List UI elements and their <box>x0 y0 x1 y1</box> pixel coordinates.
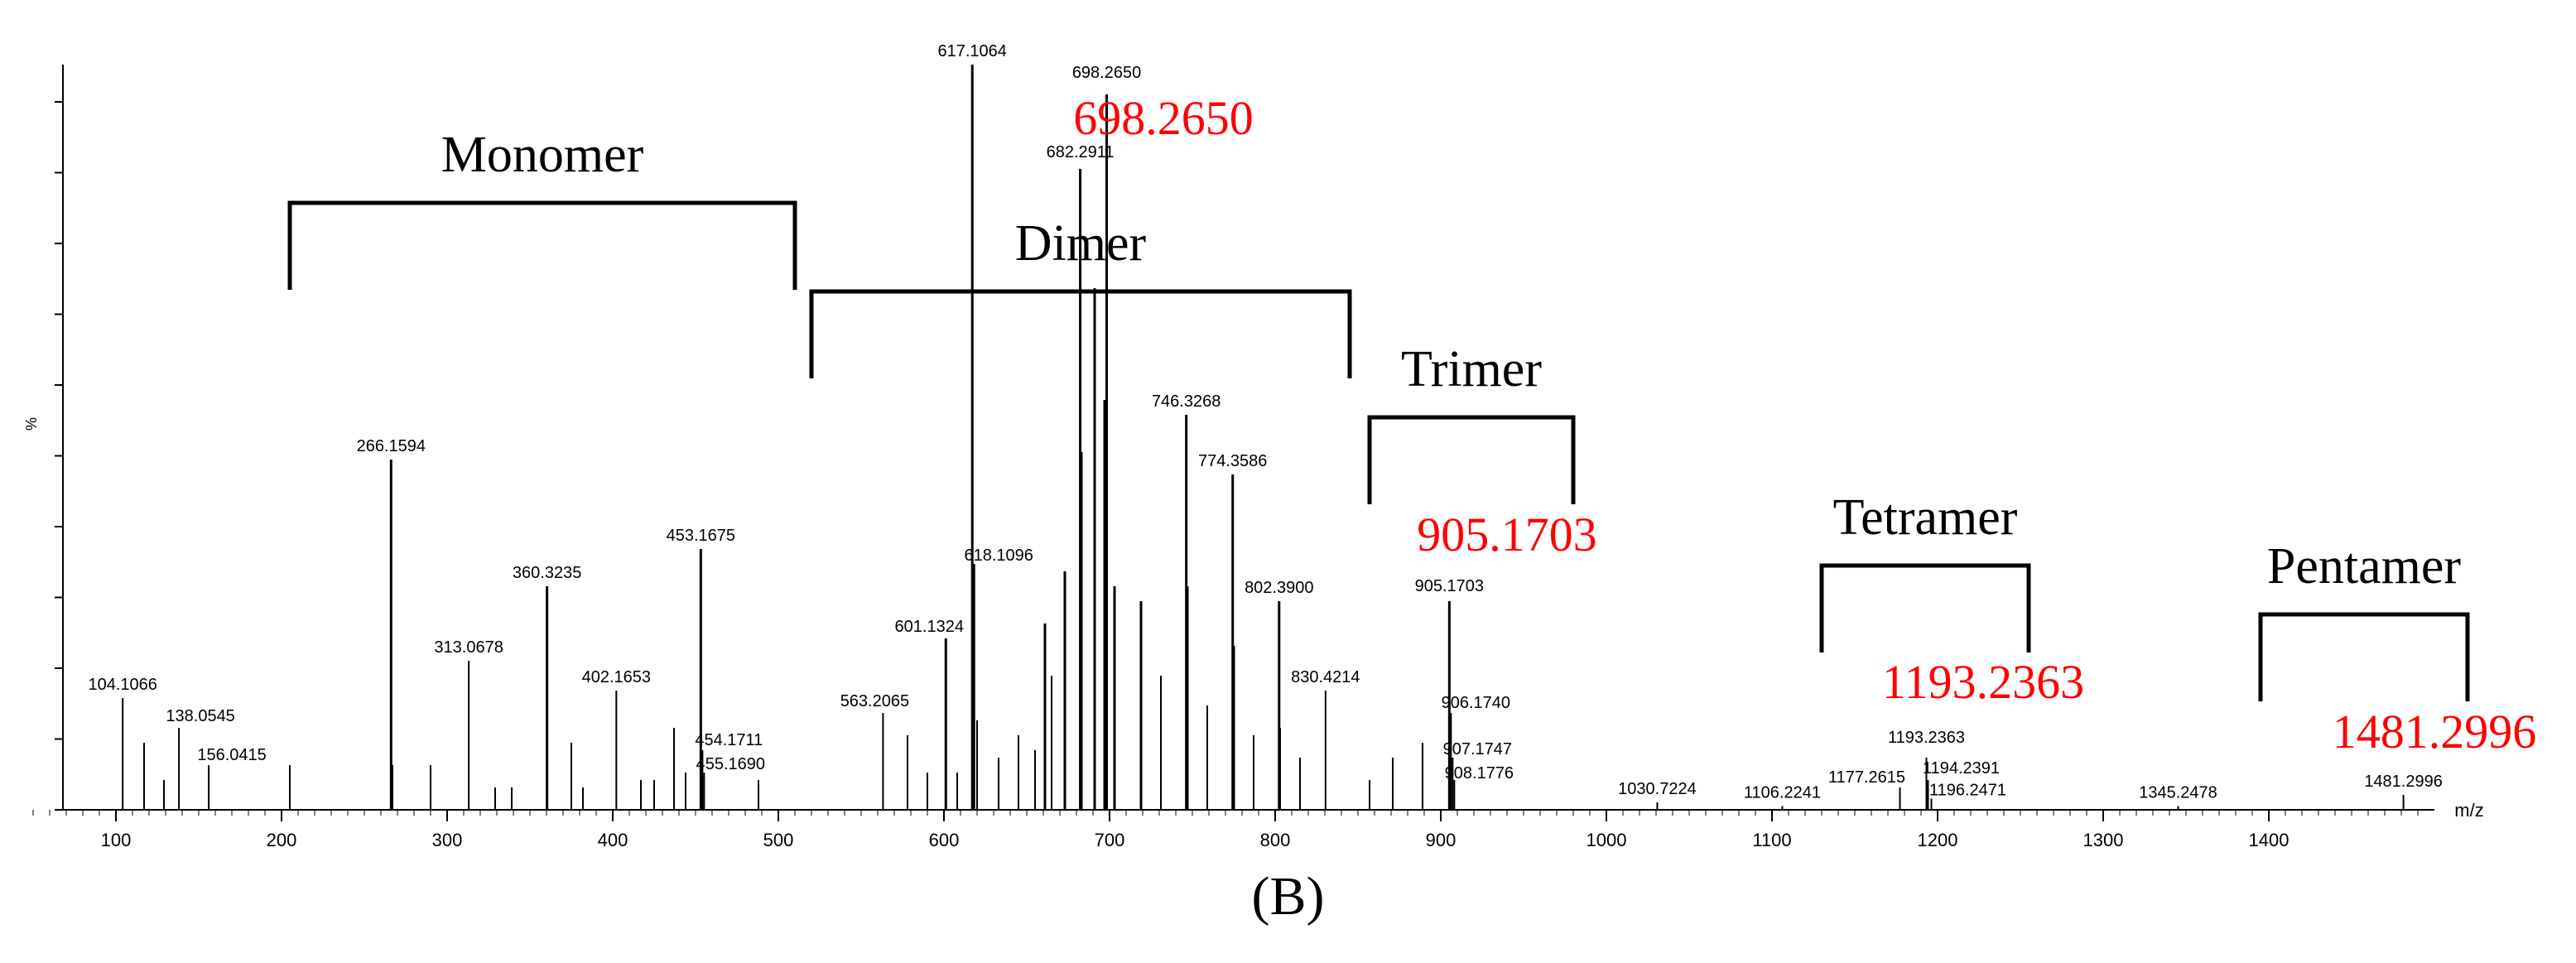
peak-label: 1177.2615 <box>1828 768 1905 787</box>
peak-label: 802.3900 <box>1245 579 1313 597</box>
x-tick-label: 1400 <box>2249 830 2290 850</box>
x-tick-label: 500 <box>763 830 794 850</box>
highlight-label-trimer: 905.1703 <box>1417 508 1597 561</box>
x-tick-label: 300 <box>432 830 463 850</box>
x-tick-label: 900 <box>1426 830 1457 850</box>
x-tick-label: 1300 <box>2083 830 2124 850</box>
x-axis-label: m/z <box>2454 800 2483 821</box>
peak-label: 698.2650 <box>1072 64 1141 82</box>
bracket-trimer <box>1367 415 1576 504</box>
peak-label: 1345.2478 <box>2139 784 2217 802</box>
peak-label: 563.2065 <box>840 692 909 710</box>
peak-label: 830.4214 <box>1291 668 1360 686</box>
peak-label: 402.1653 <box>582 668 651 686</box>
highlight-label-tetramer: 1193.2363 <box>1882 655 2084 709</box>
x-tick-label: 600 <box>929 830 960 850</box>
peak-label: 907.1747 <box>1443 740 1512 758</box>
x-tick-label: 800 <box>1260 830 1291 850</box>
peak-label: 601.1324 <box>895 618 964 636</box>
x-tick-label: 1000 <box>1587 830 1627 850</box>
bracket-dimer <box>809 289 1352 378</box>
bracket-pentamer <box>2258 612 2470 701</box>
peak-label: 138.0545 <box>166 707 234 725</box>
x-tick-label: 1100 <box>1752 830 1791 850</box>
x-tick-label: 1200 <box>1918 830 1958 850</box>
y-axis-label: % <box>23 417 40 431</box>
peak-label: 1481.2996 <box>2364 773 2443 791</box>
peak-label: 1106.2241 <box>1744 784 1821 802</box>
peak-label: 104.1066 <box>89 676 157 694</box>
peak-label: 1196.2471 <box>1929 782 2006 800</box>
x-tick-label: 700 <box>1095 830 1125 850</box>
peak-label: 455.1690 <box>696 755 765 773</box>
peak-label: 908.1776 <box>1445 764 1514 782</box>
x-tick-label: 100 <box>101 830 132 850</box>
oligomer-brackets: Monomer Dimer 698.2650 Trimer 905.1703 Tetram… <box>287 91 2537 758</box>
peak-label: 906.1740 <box>1442 694 1510 712</box>
bracket-monomer <box>287 200 797 290</box>
group-label-tetramer: Tetramer <box>1833 489 2018 546</box>
group-label-dimer: Dimer <box>1015 215 1147 272</box>
peak-label: 1194.2391 <box>1923 759 2000 778</box>
bracket-tetramer <box>1819 563 2031 652</box>
peak-label: 618.1096 <box>965 547 1033 565</box>
group-label-trimer: Trimer <box>1401 341 1542 397</box>
highlight-label-dimer: 698.2650 <box>1073 91 1254 145</box>
peak-label: 617.1064 <box>938 42 1007 60</box>
peak-label: 454.1711 <box>695 731 763 749</box>
peak-label: 313.0678 <box>434 638 503 657</box>
x-tick-label: 200 <box>267 830 297 850</box>
peak-labels: 617.1064698.2650682.2911746.3268774.3586… <box>89 42 2443 802</box>
peaks <box>122 65 2405 810</box>
axes: % 100 200 300 400 500 600 700 800 900 1000 1100 1200… <box>23 65 2484 850</box>
peak-label: 266.1594 <box>357 437 426 455</box>
peak-label: 156.0415 <box>197 746 266 764</box>
group-label-monomer: Monomer <box>441 127 644 183</box>
peak-label: 905.1703 <box>1415 577 1484 595</box>
peak-label: 746.3268 <box>1152 392 1221 411</box>
peak-label: 360.3235 <box>513 564 581 582</box>
peak-label: 453.1675 <box>667 527 735 545</box>
group-label-pentamer: Pentamer <box>2267 538 2461 595</box>
highlight-label-pentamer: 1481.2996 <box>2333 705 2537 758</box>
peak-label: 774.3586 <box>1198 452 1267 470</box>
panel-label: (B) <box>1251 866 1325 927</box>
peak-label: 682.2911 <box>1047 143 1115 161</box>
peak-label: 1030.7224 <box>1618 780 1697 798</box>
x-tick-label: 400 <box>598 830 628 850</box>
peak-label: 1193.2363 <box>1888 729 1965 747</box>
